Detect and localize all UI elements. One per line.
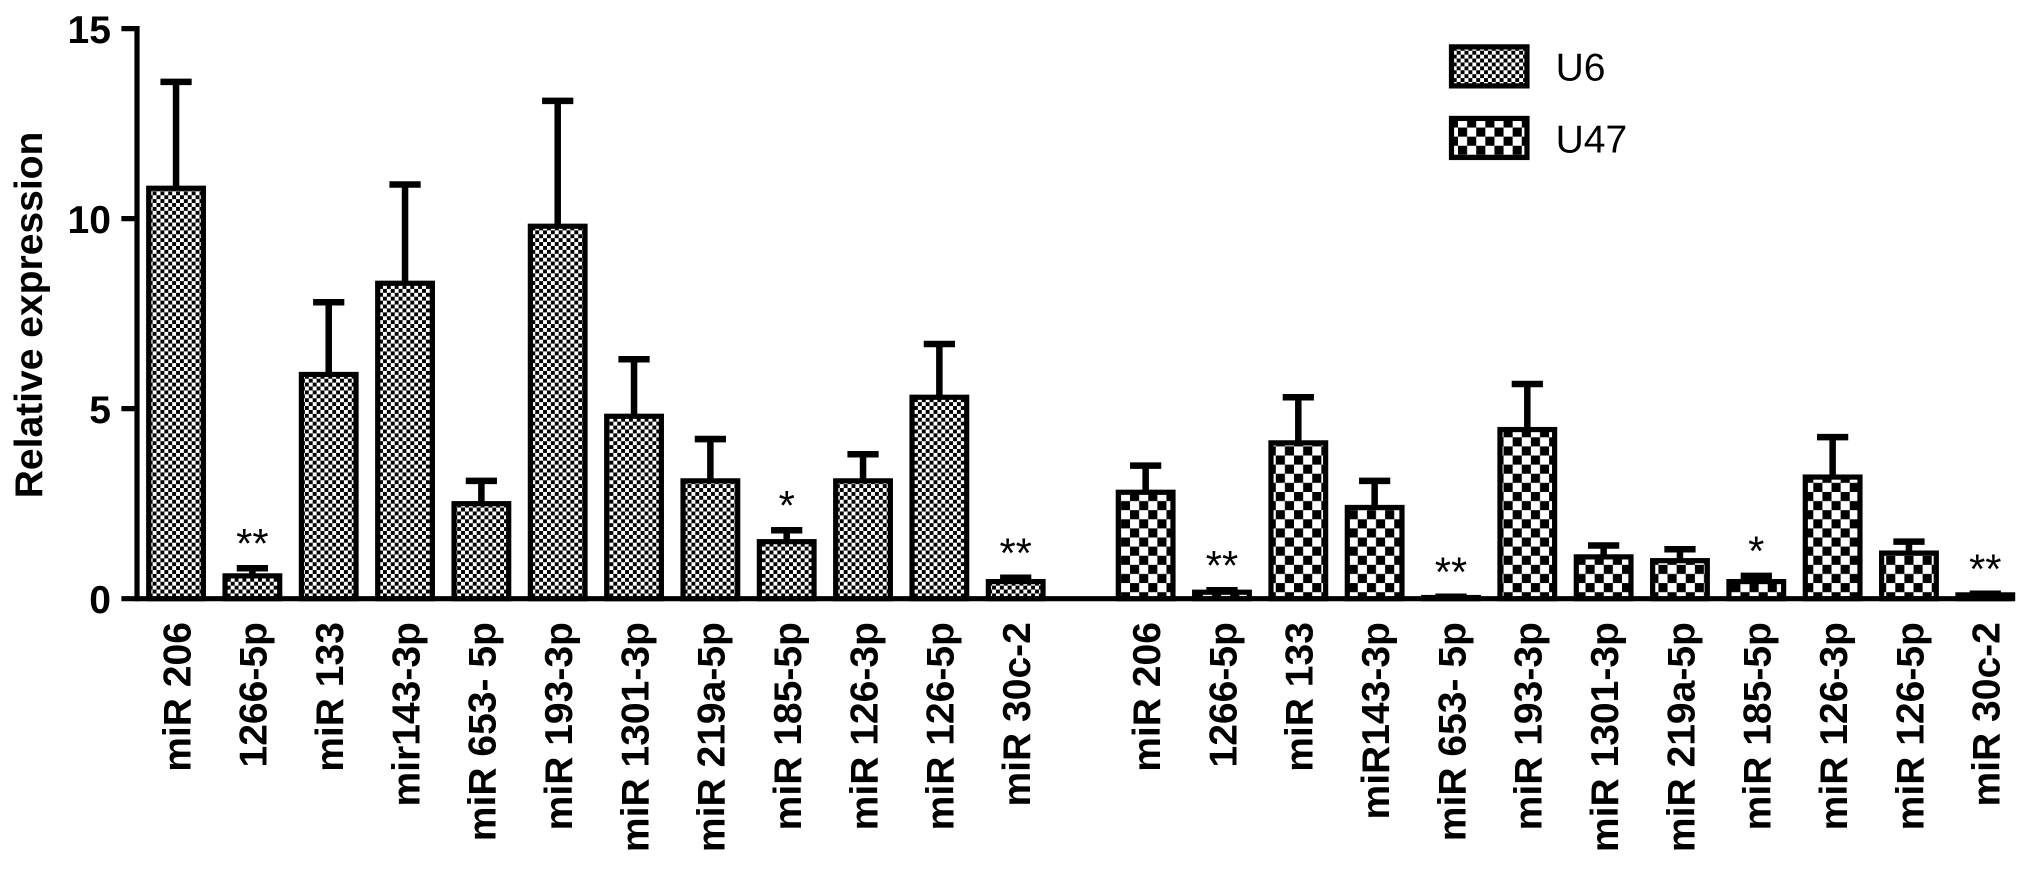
- x-tick-label: miR 653- 5p: [1431, 622, 1474, 841]
- bar: [1879, 550, 1939, 602]
- bar: [985, 578, 1046, 602]
- bar: [756, 539, 817, 602]
- bar: [680, 478, 741, 602]
- y-tick-label: 15: [68, 9, 111, 52]
- x-tick-label: miR 206: [156, 622, 199, 772]
- x-tick-label: miR 133: [1279, 622, 1322, 772]
- significance-label: **: [1206, 542, 1238, 589]
- bar: [527, 223, 588, 602]
- x-tick-label: miR 185-5p: [767, 622, 810, 830]
- bar: [146, 185, 206, 602]
- x-tick-label: miR 193-3p: [538, 622, 581, 830]
- y-tick-label: 5: [89, 389, 111, 432]
- x-tick-label: miR 653- 5p: [462, 622, 505, 841]
- x-tick-label: miR 1301-3p: [1584, 622, 1627, 852]
- bar: [451, 501, 512, 602]
- legend-swatch: [1448, 44, 1530, 89]
- legend-swatch: [1448, 115, 1530, 161]
- x-tick-label: miR 219a-5p: [1660, 622, 1703, 852]
- y-axis-label: Relative expression: [8, 132, 51, 499]
- bar: [298, 371, 359, 602]
- x-tick-label: miR 193-3p: [1508, 622, 1551, 830]
- x-tick-label: miR 126-3p: [843, 622, 886, 830]
- bar: [222, 573, 283, 602]
- x-tick-label: mir143-3p: [385, 622, 428, 806]
- significance-label: **: [1969, 545, 2001, 592]
- significance-label: *: [1748, 527, 1764, 574]
- bar: [833, 478, 893, 602]
- legend-label: U47: [1556, 118, 1628, 161]
- x-tick-label: miR 206: [1126, 622, 1169, 772]
- x-tick-label: miR 1301-3p: [614, 622, 657, 852]
- x-tick-label: miR 126-5p: [1889, 622, 1932, 830]
- bar: [1421, 594, 1481, 602]
- significance-label: *: [779, 482, 795, 529]
- bar: [1955, 592, 2016, 602]
- y-tick-label: 10: [68, 199, 111, 242]
- x-tick-label: miR 133: [309, 622, 352, 772]
- bar: [1344, 504, 1405, 602]
- bar: [1726, 578, 1787, 602]
- x-tick-label: miR143-3p: [1355, 622, 1398, 819]
- bar: [1497, 426, 1558, 602]
- legend-label: U6: [1556, 47, 1606, 90]
- bar: [1650, 558, 1710, 602]
- bar: [909, 394, 970, 602]
- bar: [604, 413, 664, 602]
- y-tick-label: 0: [89, 579, 111, 622]
- x-tick-label: 1266-5p: [233, 622, 276, 767]
- bar: [1573, 554, 1634, 602]
- significance-label: **: [999, 529, 1031, 576]
- significance-label: **: [236, 520, 268, 567]
- bar: [1268, 440, 1329, 602]
- x-tick-label: miR 185-5p: [1737, 622, 1780, 830]
- x-tick-label: miR 126-5p: [920, 622, 963, 830]
- x-tick-label: miR 30c-2: [996, 622, 1039, 806]
- bar: [375, 280, 435, 602]
- bar: [1115, 489, 1176, 602]
- bar: [1802, 474, 1863, 602]
- significance-label: **: [1435, 548, 1467, 595]
- x-tick-label: miR 30c-2: [1966, 622, 2009, 806]
- bar: [1192, 589, 1252, 602]
- x-tick-label: miR 219a-5p: [691, 622, 734, 852]
- x-tick-label: miR 126-3p: [1813, 622, 1856, 830]
- x-tick-label: 1266-5p: [1202, 622, 1245, 767]
